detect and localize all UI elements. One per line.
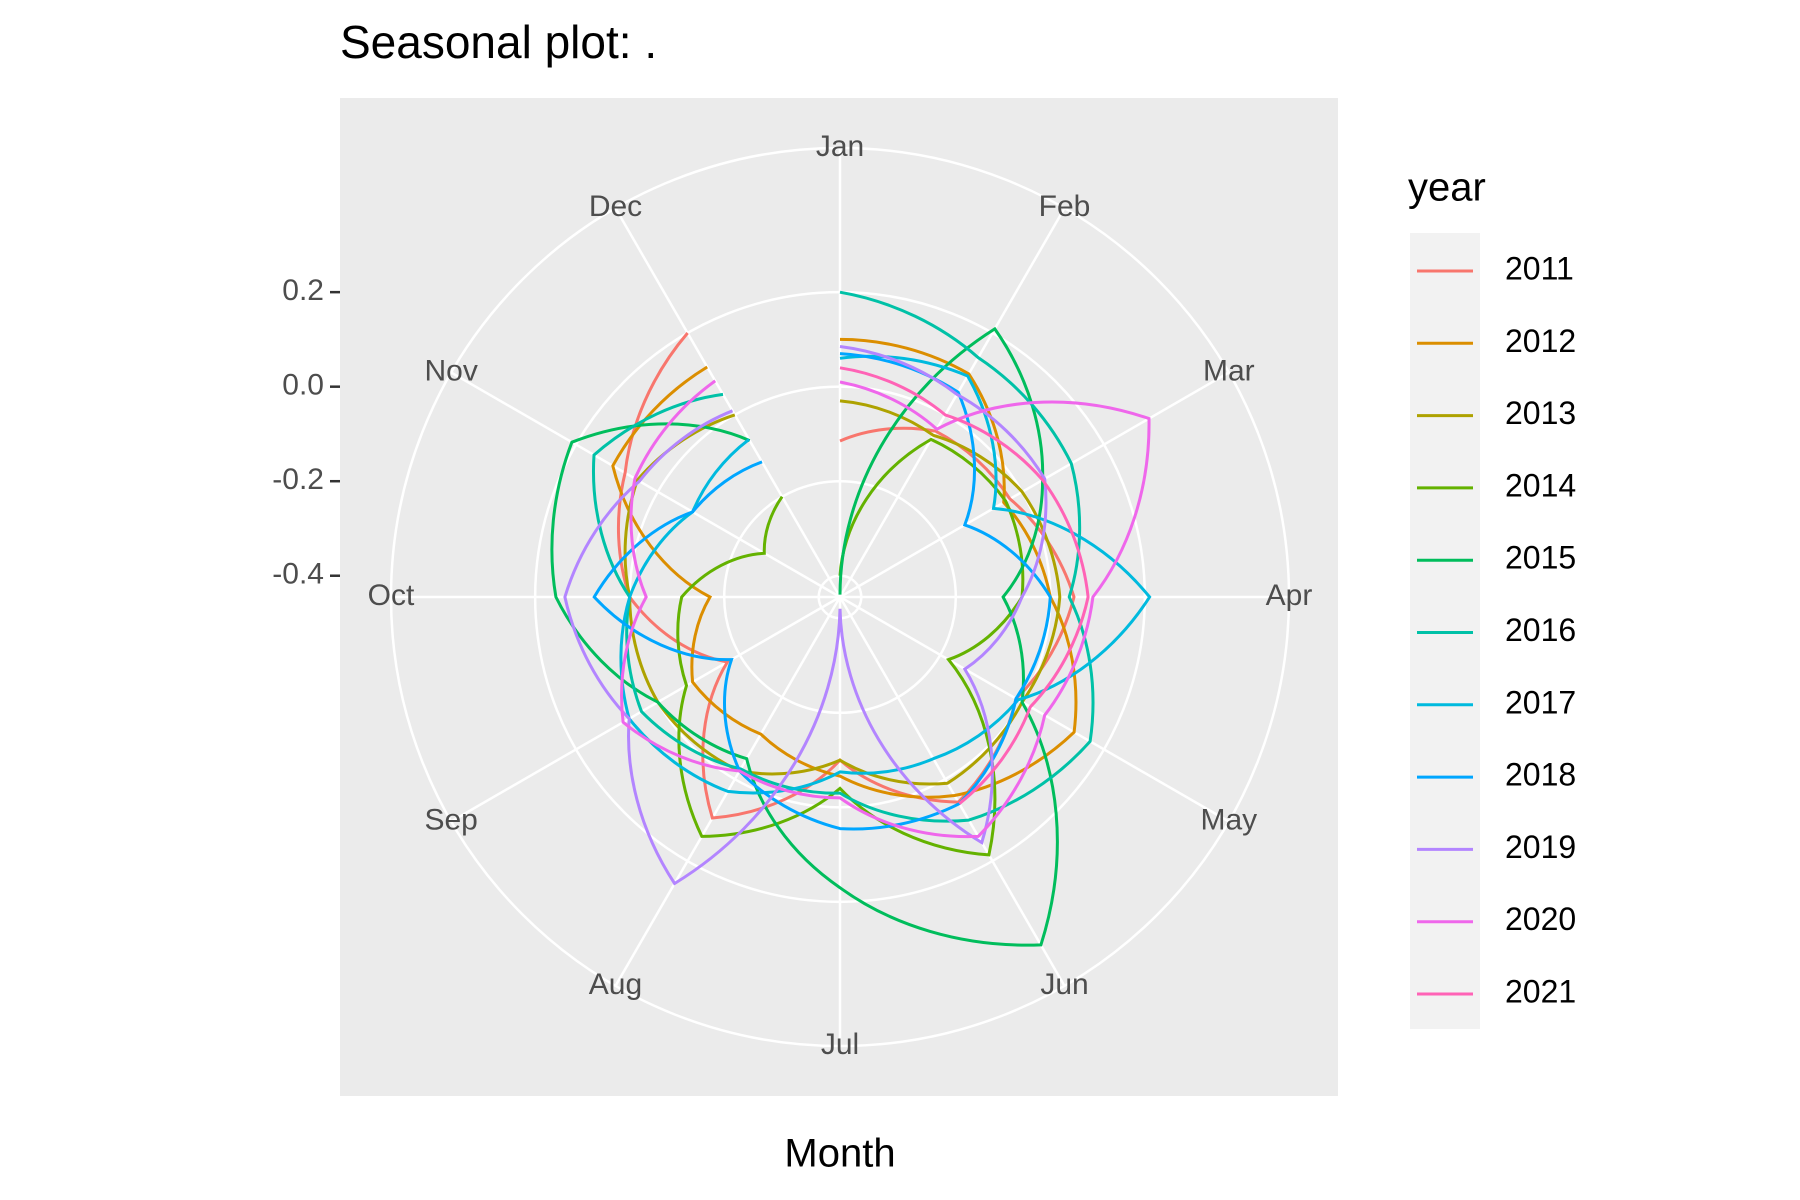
y-tick-label: 0.0 xyxy=(282,369,324,402)
series-line xyxy=(592,352,1052,831)
x-tick-label: May xyxy=(1201,803,1258,836)
series-line xyxy=(839,366,1090,805)
y-tick-label: -0.4 xyxy=(272,558,324,591)
x-tick-label: Oct xyxy=(368,579,415,612)
series-line xyxy=(563,345,1048,886)
legend-label: 2014 xyxy=(1505,467,1576,503)
series-line xyxy=(623,399,1062,786)
legend-label: 2016 xyxy=(1505,612,1576,648)
legend-label: 2019 xyxy=(1505,829,1576,865)
grid-spoke xyxy=(839,371,1230,599)
legend-label: 2015 xyxy=(1505,540,1576,576)
series-line xyxy=(611,337,1078,799)
x-tick-label: Jul xyxy=(821,1028,859,1061)
legend-label: 2017 xyxy=(1505,684,1576,720)
legend-label: 2013 xyxy=(1505,395,1576,431)
grid-spoke xyxy=(614,207,842,598)
y-tick-label: -0.2 xyxy=(272,463,324,496)
chart-title: Seasonal plot: . xyxy=(340,16,657,68)
x-tick-label: Mar xyxy=(1203,354,1255,387)
grid-spoke xyxy=(450,595,841,823)
x-tick-label: Jan xyxy=(816,130,864,163)
series-line xyxy=(592,290,1095,823)
legend-label: 2020 xyxy=(1505,901,1576,937)
x-tick-label: Apr xyxy=(1266,579,1313,612)
grid-spoke xyxy=(838,596,1066,987)
series-line xyxy=(616,332,1076,820)
series-line xyxy=(620,379,1151,839)
y-tick-label: 0.2 xyxy=(282,274,324,307)
series-line xyxy=(619,354,1152,795)
legend-label: 2018 xyxy=(1505,757,1576,793)
x-tick-label: Feb xyxy=(1039,190,1091,223)
x-tick-label: Aug xyxy=(589,968,642,1001)
x-tick-label: Jun xyxy=(1040,968,1088,1001)
x-tick-label: Sep xyxy=(424,803,477,836)
legend-label: 2011 xyxy=(1505,250,1574,286)
legend-title: year xyxy=(1408,166,1486,210)
series-line xyxy=(676,437,1025,857)
grid-spoke xyxy=(839,595,1230,823)
series-line xyxy=(550,326,1059,947)
x-axis-label: Month xyxy=(784,1132,895,1176)
legend-label: 2021 xyxy=(1505,973,1576,1009)
x-tick-label: Dec xyxy=(589,190,642,223)
legend-label: 2012 xyxy=(1505,323,1576,359)
x-tick-label: Nov xyxy=(424,354,477,387)
grid-spoke xyxy=(838,207,1066,598)
grid-spoke xyxy=(450,371,841,599)
